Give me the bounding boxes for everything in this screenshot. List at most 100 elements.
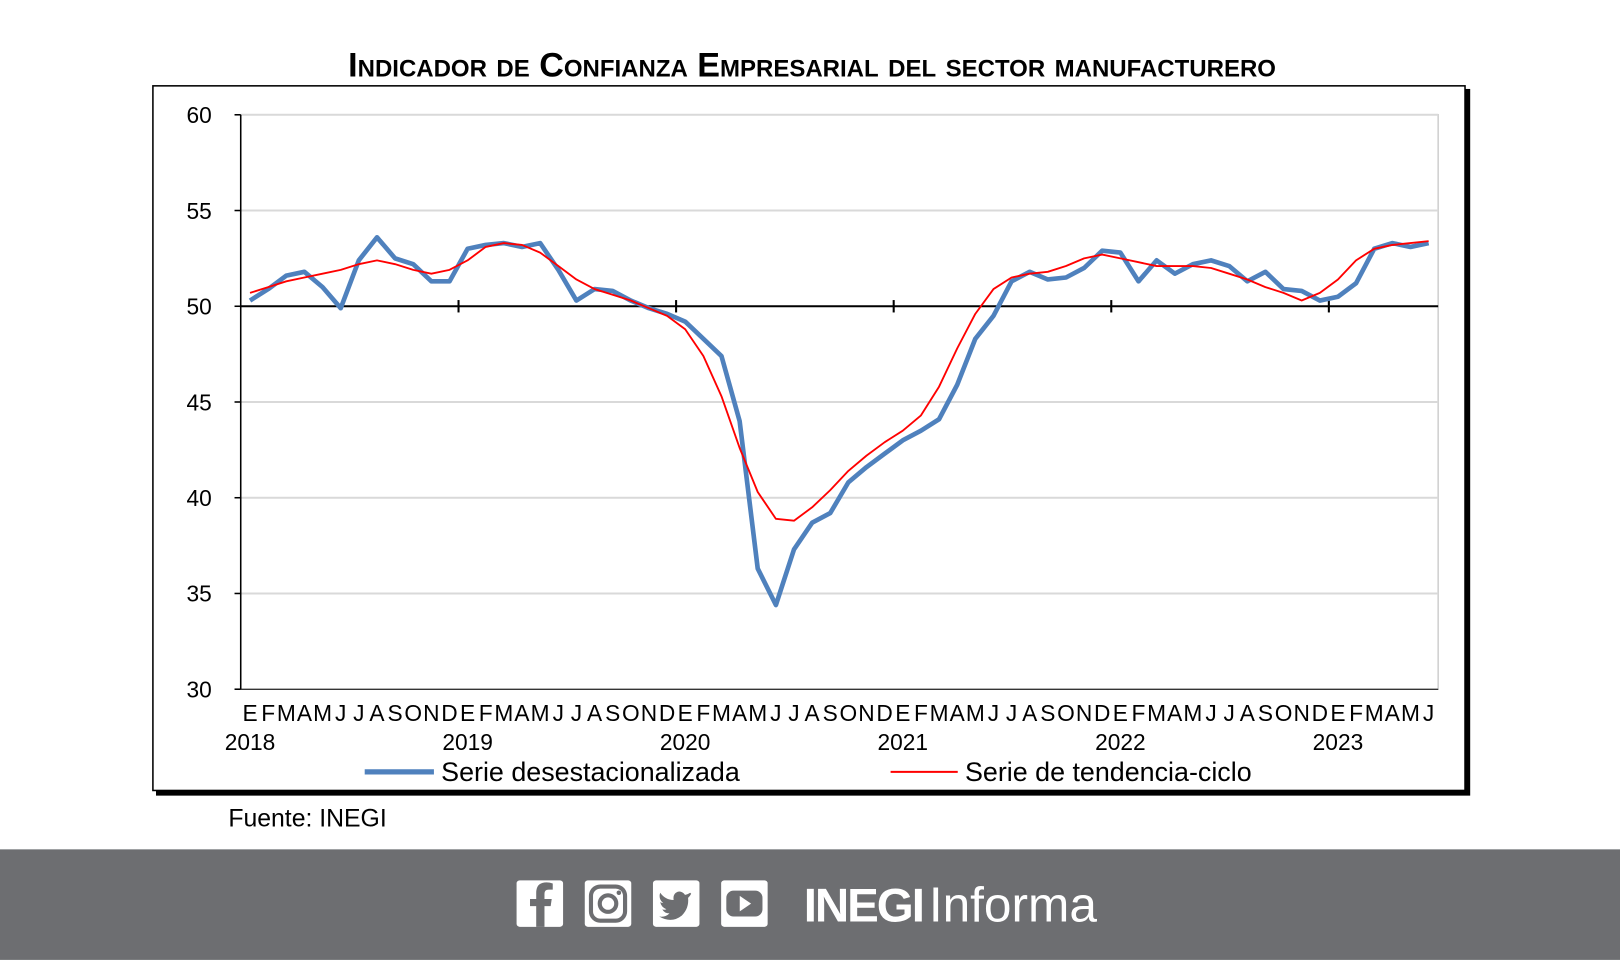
twitter-icon[interactable]	[652, 880, 700, 927]
x-month-label: J	[353, 700, 364, 726]
x-month-label: J	[553, 700, 564, 726]
x-month-label: M	[966, 700, 985, 726]
x-year-label: 2022	[1095, 729, 1146, 755]
x-month-label: O	[1057, 700, 1075, 726]
x-month-label: O	[1275, 700, 1293, 726]
y-tick-label: 35	[187, 581, 212, 607]
y-tick-label: 30	[187, 676, 212, 702]
x-month-label: O	[840, 700, 858, 726]
x-month-label: S	[823, 700, 838, 726]
x-month-label: F	[261, 700, 275, 726]
x-month-label: S	[1258, 700, 1273, 726]
x-month-label: N	[858, 700, 874, 726]
x-month-label: M	[1365, 700, 1384, 726]
x-month-label: A	[514, 700, 530, 726]
x-month-label: M	[494, 700, 513, 726]
x-month-label: N	[1076, 700, 1092, 726]
y-axis: 30 35 40 45 50 55 60	[187, 102, 242, 702]
x-month-label: J	[770, 700, 781, 726]
x-month-label: N	[1293, 700, 1309, 726]
x-month-label: M	[1401, 700, 1420, 726]
x-month-label: A	[1167, 700, 1183, 726]
x-year-label: 2023	[1313, 729, 1364, 755]
x-month-label: F	[1132, 700, 1146, 726]
x-month-label: M	[930, 700, 949, 726]
source-note: Fuente: INEGI	[228, 806, 386, 833]
x-month-label: A	[805, 700, 821, 726]
series-line	[248, 234, 1430, 608]
series-layer	[248, 234, 1430, 608]
x-month-label: J	[1205, 700, 1216, 726]
legend: Serie desestacionalizada Serie de tenden…	[364, 757, 1252, 787]
x-month-label: F	[1349, 700, 1363, 726]
x-month-label: A	[297, 700, 313, 726]
x-month-label: M	[1183, 700, 1202, 726]
x-month-label: E	[460, 700, 475, 726]
x-month-label: E	[242, 700, 257, 726]
x-month-label: E	[1113, 700, 1128, 726]
x-year-label: 2019	[442, 729, 493, 755]
x-month-label: F	[914, 700, 928, 726]
x-month-label: S	[388, 700, 403, 726]
x-month-label: A	[950, 700, 966, 726]
x-month-label: E	[678, 700, 693, 726]
x-month-label: O	[622, 700, 640, 726]
footer-brand-bold: INEGI	[804, 880, 923, 933]
x-month-label: D	[659, 700, 675, 726]
x-month-label: N	[641, 700, 657, 726]
x-month-label: A	[587, 700, 603, 726]
x-month-label: A	[1022, 700, 1038, 726]
x-month-label: J	[1223, 700, 1234, 726]
x-month-label: M	[277, 700, 296, 726]
series-line	[249, 240, 1429, 522]
y-tick-label: 40	[187, 485, 212, 511]
x-month-label: J	[1006, 700, 1017, 726]
footer-brand-light: Informa	[929, 877, 1098, 933]
x-month-label: J	[788, 700, 799, 726]
x-month-label: J	[988, 700, 999, 726]
x-month-label: S	[605, 700, 620, 726]
x-month-label: M	[531, 700, 550, 726]
y-tick-label: 45	[187, 389, 212, 415]
x-month-label: J	[335, 700, 346, 726]
series-desestacionalizada	[248, 234, 1430, 608]
x-month-label: A	[1240, 700, 1256, 726]
facebook-icon[interactable]	[516, 880, 564, 927]
legend-label-desestacionalizada: Serie desestacionalizada	[441, 757, 740, 787]
y-tick-label: 60	[187, 102, 212, 128]
x-month-label: D	[441, 700, 457, 726]
x-month-label: M	[748, 700, 767, 726]
x-month-label: A	[732, 700, 748, 726]
x-month-label: A	[369, 700, 385, 726]
x-month-label: A	[1385, 700, 1401, 726]
x-month-label: E	[895, 700, 910, 726]
x-month-label: D	[876, 700, 892, 726]
x-month-label: D	[1094, 700, 1110, 726]
youtube-icon[interactable]	[721, 880, 768, 927]
x-month-label: F	[479, 700, 493, 726]
chart-frame	[152, 85, 1466, 792]
x-month-label: J	[571, 700, 582, 726]
x-month-label: M	[712, 700, 731, 726]
chart-title: Indicador de Confianza Empresarial del s…	[348, 47, 1276, 85]
x-month-label: S	[1040, 700, 1055, 726]
x-year-label: 2021	[878, 729, 929, 755]
x-year-label: 2020	[660, 729, 711, 755]
x-month-label: N	[423, 700, 439, 726]
legend-label-tendencia: Serie de tendencia-ciclo	[965, 757, 1252, 787]
x-month-label: D	[1312, 700, 1328, 726]
y-tick-label: 50	[187, 294, 212, 320]
y-tick-label: 55	[187, 198, 212, 224]
x-month-label: F	[696, 700, 710, 726]
x-month-label: O	[404, 700, 422, 726]
x-month-label: E	[1330, 700, 1345, 726]
instagram-icon[interactable]	[584, 880, 632, 927]
x-month-label: M	[1147, 700, 1166, 726]
x-month-label: J	[1423, 700, 1434, 726]
footer-band	[0, 849, 1620, 960]
series-tendencia-ciclo	[249, 240, 1429, 522]
x-year-label: 2018	[225, 729, 276, 755]
